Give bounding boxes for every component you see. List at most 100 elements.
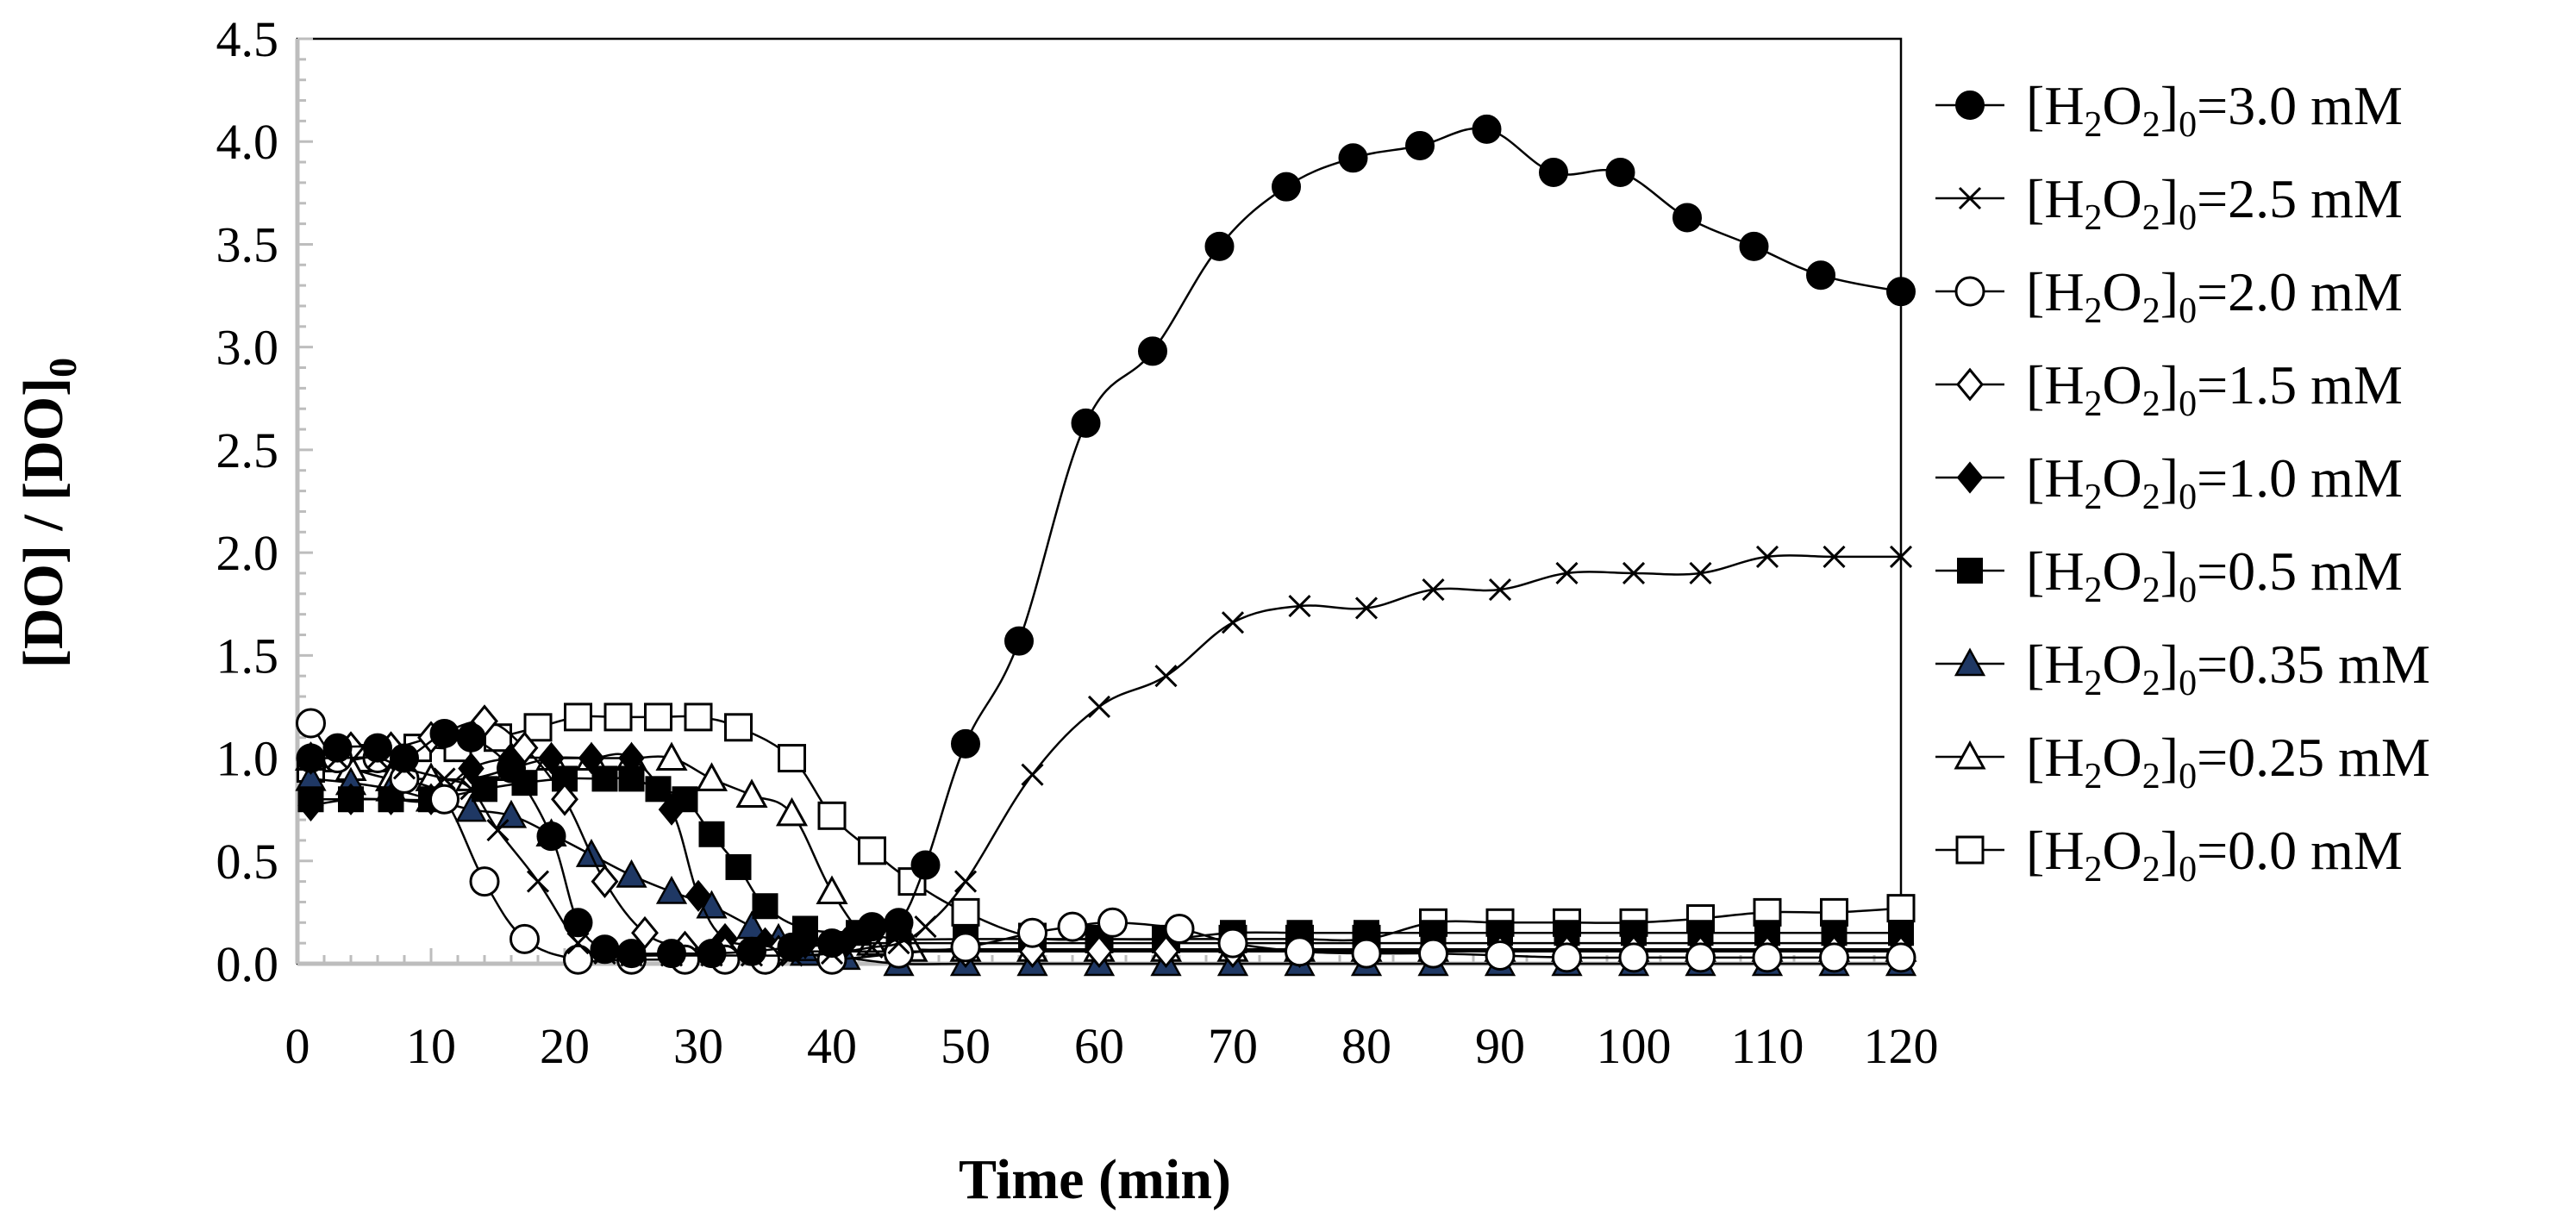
data-point <box>1017 917 1047 948</box>
data-point <box>1217 928 1248 959</box>
legend-marker <box>1954 740 1986 770</box>
data-point <box>914 915 937 939</box>
data-point <box>737 936 766 966</box>
data-point <box>1221 611 1245 634</box>
data-point <box>1673 203 1702 233</box>
x-tick-label: 80 <box>1341 1018 1391 1074</box>
data-point <box>645 776 672 803</box>
x-tick-label: 90 <box>1475 1018 1525 1074</box>
legend-label: [H2O2]0=0.5 mM <box>2026 540 2403 610</box>
data-point <box>1886 894 1916 923</box>
data-point <box>616 859 647 888</box>
data-point <box>1138 336 1167 366</box>
data-point <box>1555 561 1579 585</box>
legend-marker <box>1956 461 1984 494</box>
data-point <box>1885 942 1916 973</box>
y-tick-label: 3.0 <box>216 320 279 376</box>
data-point <box>1354 597 1379 620</box>
data-point <box>951 897 980 927</box>
data-point <box>460 778 483 801</box>
data-point <box>618 741 645 775</box>
data-point <box>1886 277 1916 307</box>
legend-label: [H2O2]0=3.0 mM <box>2026 75 2403 145</box>
data-point <box>887 932 910 955</box>
x-tick-label: 120 <box>1864 1018 1939 1074</box>
legend-marker <box>1957 558 1983 584</box>
data-point <box>685 879 712 912</box>
data-point <box>455 793 487 822</box>
data-point <box>1288 595 1311 618</box>
legend-item: [H2O2]0=0.25 mM <box>1935 727 2430 796</box>
data-point <box>1752 942 1783 973</box>
data-point <box>1689 561 1712 585</box>
data-point <box>603 703 633 732</box>
data-point <box>551 782 578 816</box>
data-point <box>884 908 914 938</box>
data-point <box>536 821 566 852</box>
y-axis-title-main: [DO] / [DO] <box>12 378 75 668</box>
y-tick-label: 1.5 <box>216 628 279 684</box>
data-point <box>1164 913 1195 944</box>
data-point <box>1422 578 1445 602</box>
data-point <box>337 783 365 815</box>
data-point <box>322 733 353 763</box>
data-point <box>297 789 324 821</box>
x-tick-label: 20 <box>540 1018 590 1074</box>
legend-item: [H2O2]0=3.0 mM <box>1935 75 2403 145</box>
data-point <box>725 853 752 880</box>
data-point <box>390 743 419 773</box>
legend-label: [H2O2]0=0.25 mM <box>2026 727 2430 796</box>
legend-item: [H2O2]0=2.0 mM <box>1935 261 2403 331</box>
legend-item: [H2O2]0=0.35 mM <box>1935 634 2430 703</box>
data-point <box>1097 907 1128 938</box>
data-point <box>296 743 326 773</box>
data-point <box>564 703 592 732</box>
data-point <box>538 741 565 775</box>
data-point <box>655 875 688 904</box>
data-point <box>724 713 753 742</box>
legend-label: [H2O2]0=1.5 mM <box>2026 354 2403 424</box>
data-point <box>858 836 886 865</box>
data-point <box>296 708 326 739</box>
y-tick-label: 3.5 <box>216 216 279 272</box>
data-point <box>526 870 550 893</box>
data-point <box>1285 936 1315 967</box>
y-tick-label: 4.0 <box>216 114 279 170</box>
data-point <box>778 744 806 773</box>
y-tick-label: 4.5 <box>216 11 279 67</box>
data-point <box>655 741 688 771</box>
y-tick-label: 1.0 <box>216 731 279 787</box>
data-point <box>578 741 605 775</box>
data-point <box>1823 545 1846 568</box>
data-point <box>563 908 593 938</box>
data-point <box>1018 934 1047 969</box>
x-tick-label: 40 <box>807 1018 857 1074</box>
data-point <box>953 870 978 893</box>
y-axis-title: [DO] / [DO]0 <box>12 358 84 668</box>
y-axis-title-sub: 0 <box>41 358 84 378</box>
y-tick-label: 2.0 <box>216 525 279 581</box>
legend: [H2O2]0=3.0 mM [H2O2]0=2.5 mM [H2O2]0=2.0 … <box>1935 75 2430 890</box>
data-point <box>497 753 526 784</box>
data-point <box>1618 942 1649 973</box>
y-tick-label: 0.0 <box>216 936 279 992</box>
data-point <box>1021 763 1044 786</box>
data-point <box>429 718 460 748</box>
data-point <box>1739 231 1769 261</box>
data-point <box>563 944 593 975</box>
data-point <box>1755 545 1779 568</box>
data-point <box>658 793 685 826</box>
data-point <box>590 934 620 965</box>
data-point <box>456 722 486 753</box>
data-point <box>1152 934 1180 969</box>
legend-marker <box>1956 367 1984 402</box>
data-point <box>469 866 500 897</box>
data-point <box>1418 938 1448 969</box>
data-point <box>1488 578 1512 602</box>
data-point <box>777 932 807 962</box>
data-point <box>1004 626 1034 656</box>
data-point <box>1819 942 1849 973</box>
legend-label: [H2O2]0=1.0 mM <box>2026 447 2403 517</box>
data-point <box>1204 231 1235 261</box>
